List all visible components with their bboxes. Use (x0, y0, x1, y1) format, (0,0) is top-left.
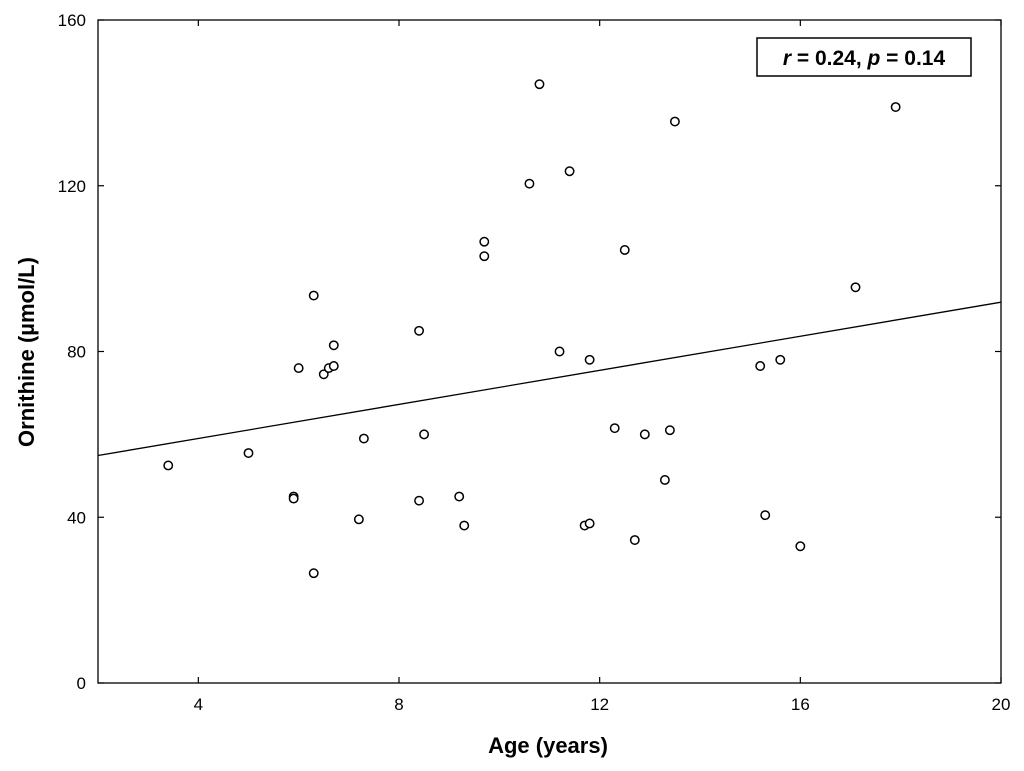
data-point (890, 102, 901, 112)
data-point (795, 541, 806, 552)
data-point (659, 475, 670, 485)
data-point (328, 340, 339, 351)
data-point (629, 535, 640, 545)
x-axis-title: Age (years) (488, 733, 608, 758)
x-tick-label: 4 (194, 695, 203, 714)
stat-annotation-text: r = 0.24, p = 0.14 (783, 47, 946, 70)
data-point (609, 423, 620, 434)
data-point (414, 325, 425, 336)
data-point (318, 369, 329, 380)
r-value: = 0.24, (791, 47, 867, 70)
data-point (850, 282, 861, 293)
plot-area (97, 19, 1002, 684)
data-point (534, 79, 545, 90)
data-point (419, 429, 430, 440)
data-point (564, 166, 575, 177)
data-points (163, 79, 901, 579)
data-point (554, 346, 565, 357)
data-point (584, 354, 595, 365)
data-point (760, 510, 771, 521)
data-point (755, 361, 766, 371)
x-tick-label: 20 (992, 695, 1011, 714)
y-axis-title: Ornithine (µmol/L) (14, 257, 39, 447)
y-tick-label: 40 (67, 508, 86, 527)
data-point (288, 493, 299, 504)
y-tick-label: 0 (77, 674, 86, 693)
data-point (524, 178, 535, 189)
data-point (243, 448, 254, 458)
data-point (454, 491, 465, 502)
stat-annotation: r = 0.24, p = 0.14 (756, 37, 972, 77)
regression-line (97, 301, 1002, 457)
data-point (584, 518, 595, 529)
plot-frame (97, 19, 1002, 684)
x-tick-label: 8 (394, 695, 403, 714)
data-point (163, 460, 174, 471)
data-point (619, 245, 630, 255)
data-point (353, 514, 364, 525)
y-tick-label: 80 (67, 343, 86, 362)
y-tick-label: 160 (58, 11, 86, 30)
data-point (775, 354, 786, 365)
axis-ticks: 4 8 12 16 20 0 40 80 120 160 (58, 11, 1011, 714)
y-tick-label: 120 (58, 177, 86, 196)
data-point (459, 520, 470, 531)
stat-annotation-box (756, 37, 972, 77)
p-value: = 0.14 (880, 47, 945, 70)
data-point (358, 433, 369, 444)
data-point (479, 236, 490, 247)
data-point (639, 429, 650, 440)
data-point (308, 568, 319, 579)
data-point (479, 251, 490, 262)
data-point (328, 361, 339, 371)
p-symbol: p (867, 47, 881, 70)
data-point (293, 363, 304, 374)
data-point (308, 290, 319, 301)
r-symbol: r (783, 47, 793, 70)
data-point (414, 495, 425, 506)
data-point (669, 116, 680, 127)
data-point (664, 425, 675, 436)
x-tick-label: 12 (590, 695, 609, 714)
x-tick-label: 16 (791, 695, 810, 714)
